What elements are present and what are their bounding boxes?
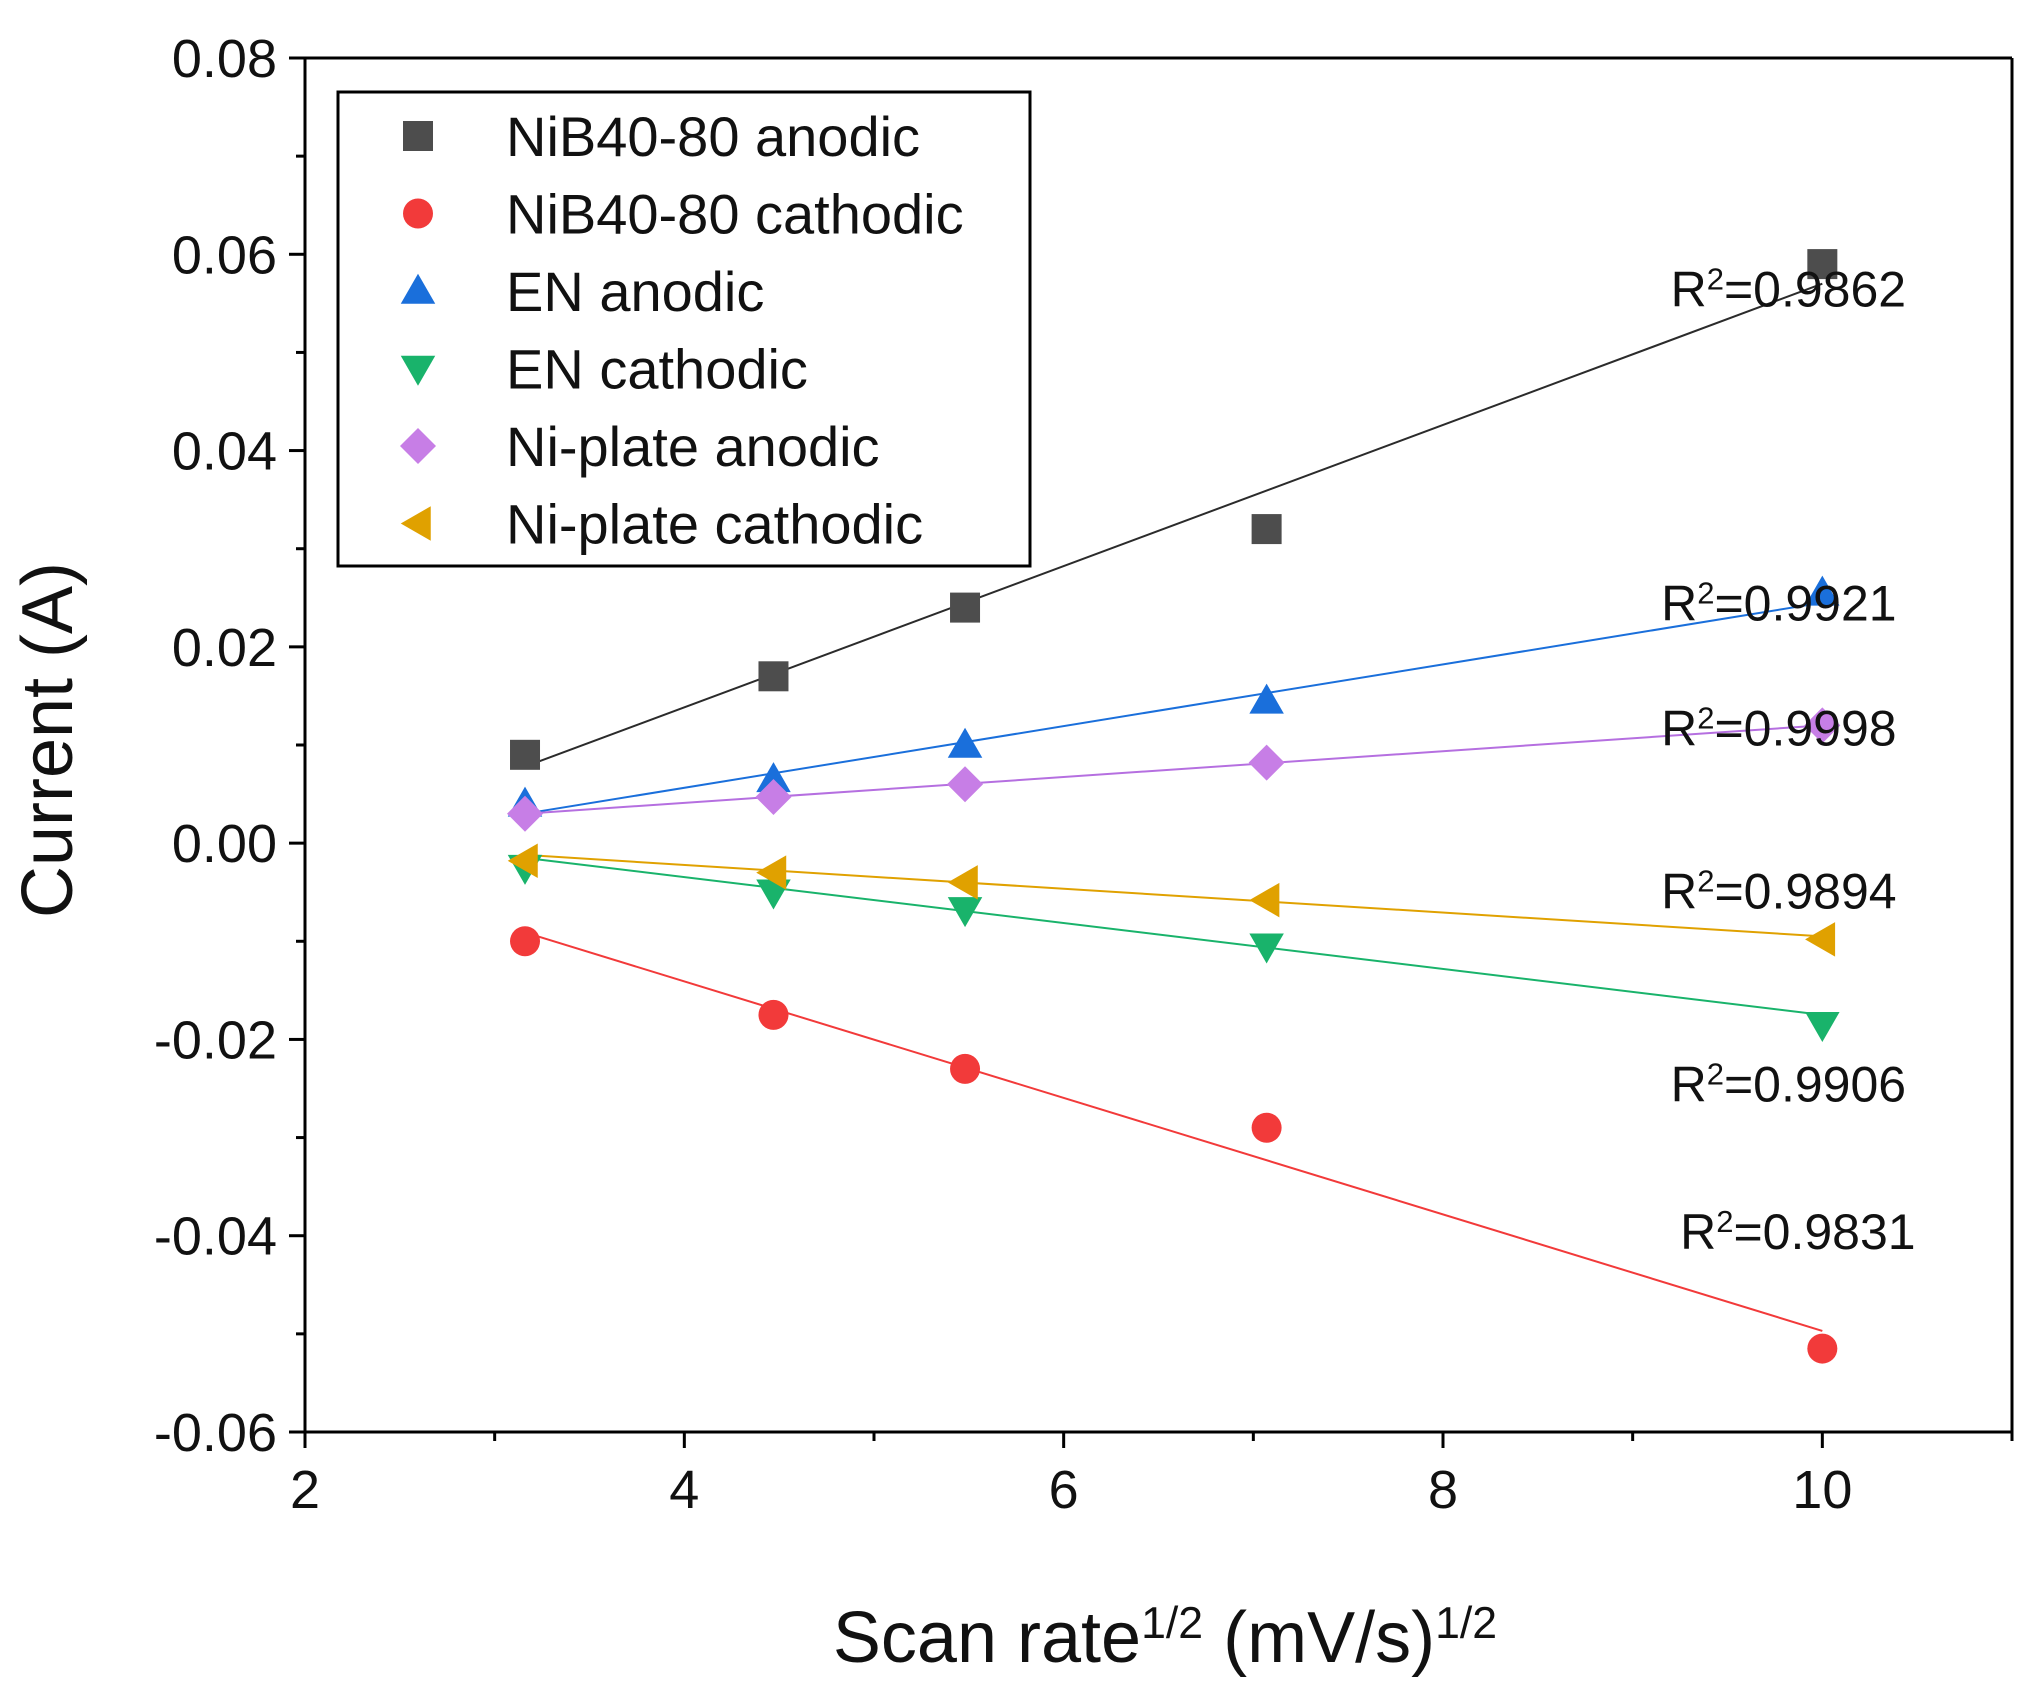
data-point-s3-p2 xyxy=(947,897,983,928)
data-point-s4-p4 xyxy=(1804,707,1841,744)
data-point-s3-p4 xyxy=(1805,1011,1840,1042)
y-tick-label: -0.06 xyxy=(154,1403,277,1463)
data-point-s2-p4 xyxy=(1805,575,1840,606)
r2-symbol: R xyxy=(1661,700,1697,756)
r2-exponent: 2 xyxy=(1707,261,1724,296)
fit-line-3 xyxy=(524,856,1823,1016)
x-axis-title-unit-exponent: 1/2 xyxy=(1435,1599,1497,1648)
legend-label-1: NiB40-80 cathodic xyxy=(506,183,964,246)
data-point-s5-p3 xyxy=(1249,882,1280,918)
data-point-s4-p0 xyxy=(507,795,544,832)
data-point-s4-p3 xyxy=(1248,744,1285,781)
legend-marker-5 xyxy=(400,506,431,541)
r2-symbol: R xyxy=(1671,262,1707,318)
data-point-s0-p3 xyxy=(1251,514,1282,545)
data-point-s0-p0 xyxy=(510,739,541,770)
y-tick-label: 0.06 xyxy=(172,225,277,285)
r2-exponent: 2 xyxy=(1697,575,1714,610)
legend-marker-2 xyxy=(400,273,436,304)
data-point-s4-p1 xyxy=(755,779,792,816)
x-axis-title-base: Scan rate xyxy=(833,1598,1141,1678)
legend-marker-3 xyxy=(400,355,436,386)
x-tick-label: 4 xyxy=(669,1460,699,1520)
data-point-s4-p2 xyxy=(947,766,984,803)
legend-label-4: Ni-plate anodic xyxy=(506,415,880,478)
fit-line-2 xyxy=(524,601,1823,815)
data-point-s2-p2 xyxy=(947,727,983,758)
y-tick-label: 0.02 xyxy=(172,618,277,678)
r2-value: =0.9998 xyxy=(1714,700,1896,756)
data-point-s2-p1 xyxy=(756,762,791,793)
data-point-s0-p2 xyxy=(950,592,981,623)
r2-symbol: R xyxy=(1680,1204,1716,1260)
data-point-s1-p1 xyxy=(758,999,789,1030)
r2-symbol: R xyxy=(1661,576,1697,632)
r2-annotations: R2=0.9862R2=0.9831R2=0.9921R2=0.9906R2=0… xyxy=(1661,261,1915,1260)
data-point-s1-p0 xyxy=(510,926,541,957)
r2-label-5: R2=0.9894 xyxy=(1661,863,1897,920)
legend-label-5: Ni-plate cathodic xyxy=(506,493,923,556)
legend-marker-1 xyxy=(403,198,433,229)
x-axis-title-unit: (mV/s) xyxy=(1203,1598,1435,1678)
r2-value: =0.9894 xyxy=(1714,863,1896,919)
fit-line-4 xyxy=(524,724,1823,815)
r2-value: =0.9831 xyxy=(1733,1204,1915,1260)
r2-label-4: R2=0.9998 xyxy=(1661,700,1897,757)
fit-line-1 xyxy=(524,931,1823,1332)
data-markers xyxy=(507,249,1841,1364)
fit-line-5 xyxy=(524,853,1823,938)
y-tick-label: -0.04 xyxy=(154,1207,277,1267)
r2-exponent: 2 xyxy=(1697,700,1714,735)
r2-value: =0.9862 xyxy=(1724,262,1906,318)
data-point-s0-p1 xyxy=(758,661,789,692)
x-tick-label: 6 xyxy=(1049,1460,1079,1520)
x-tick-label: 10 xyxy=(1792,1460,1852,1520)
r2-exponent: 2 xyxy=(1716,1203,1733,1238)
r2-exponent: 2 xyxy=(1707,1056,1724,1091)
r2-label-2: R2=0.9921 xyxy=(1661,575,1897,632)
r2-value: =0.9906 xyxy=(1724,1057,1906,1113)
axis-ticks: -0.06 -0.04 -0.02 0.00 0.02 0.04 0.06 0.08 2 4 6 8 1… xyxy=(154,29,2014,1520)
x-axis-title: Scan rate1/2 (mV/s)1/2 xyxy=(833,1598,1497,1678)
r2-exponent: 2 xyxy=(1697,863,1714,898)
data-point-s1-p3 xyxy=(1251,1112,1282,1143)
y-tick-label: 0.00 xyxy=(172,814,277,874)
y-tick-label: -0.02 xyxy=(154,1010,277,1070)
r2-label-3: R2=0.9906 xyxy=(1671,1056,1907,1113)
r2-symbol: R xyxy=(1671,1057,1707,1113)
legend-label-0: NiB40-80 anodic xyxy=(506,105,920,168)
r2-symbol: R xyxy=(1661,863,1697,919)
data-point-s2-p3 xyxy=(1249,683,1284,714)
r2-label-1: R2=0.9831 xyxy=(1680,1203,1916,1260)
legend-label-2: EN anodic xyxy=(506,260,764,323)
r2-label-0: R2=0.9862 xyxy=(1671,261,1907,318)
data-point-s1-p2 xyxy=(950,1053,981,1084)
data-point-s1-p4 xyxy=(1807,1333,1838,1364)
legend-label-3: EN cathodic xyxy=(506,338,808,401)
x-axis-title-base-exponent: 1/2 xyxy=(1141,1599,1203,1648)
x-tick-label: 8 xyxy=(1428,1460,1458,1520)
data-point-s0-p4 xyxy=(1807,249,1838,280)
legend-box xyxy=(336,90,1032,568)
legend: NiB40-80 anodic NiB40-80 cathodic EN anodi… xyxy=(336,90,1032,568)
fit-line-0 xyxy=(524,282,1823,768)
x-tick-label: 2 xyxy=(290,1460,320,1520)
data-point-s5-p4 xyxy=(1805,922,1836,957)
y-tick-label: 0.08 xyxy=(172,29,277,89)
data-point-s3-p3 xyxy=(1249,933,1284,964)
r2-value: =0.9921 xyxy=(1714,576,1896,632)
fit-lines xyxy=(524,282,1823,1332)
y-axis-title: Current (A) xyxy=(8,562,88,918)
data-point-s5-p2 xyxy=(947,865,978,900)
legend-marker-4 xyxy=(400,428,436,464)
legend-marker-0 xyxy=(403,121,433,151)
data-point-s5-p1 xyxy=(756,855,787,890)
data-point-s5-p0 xyxy=(507,843,538,879)
y-tick-label: 0.04 xyxy=(172,422,277,482)
